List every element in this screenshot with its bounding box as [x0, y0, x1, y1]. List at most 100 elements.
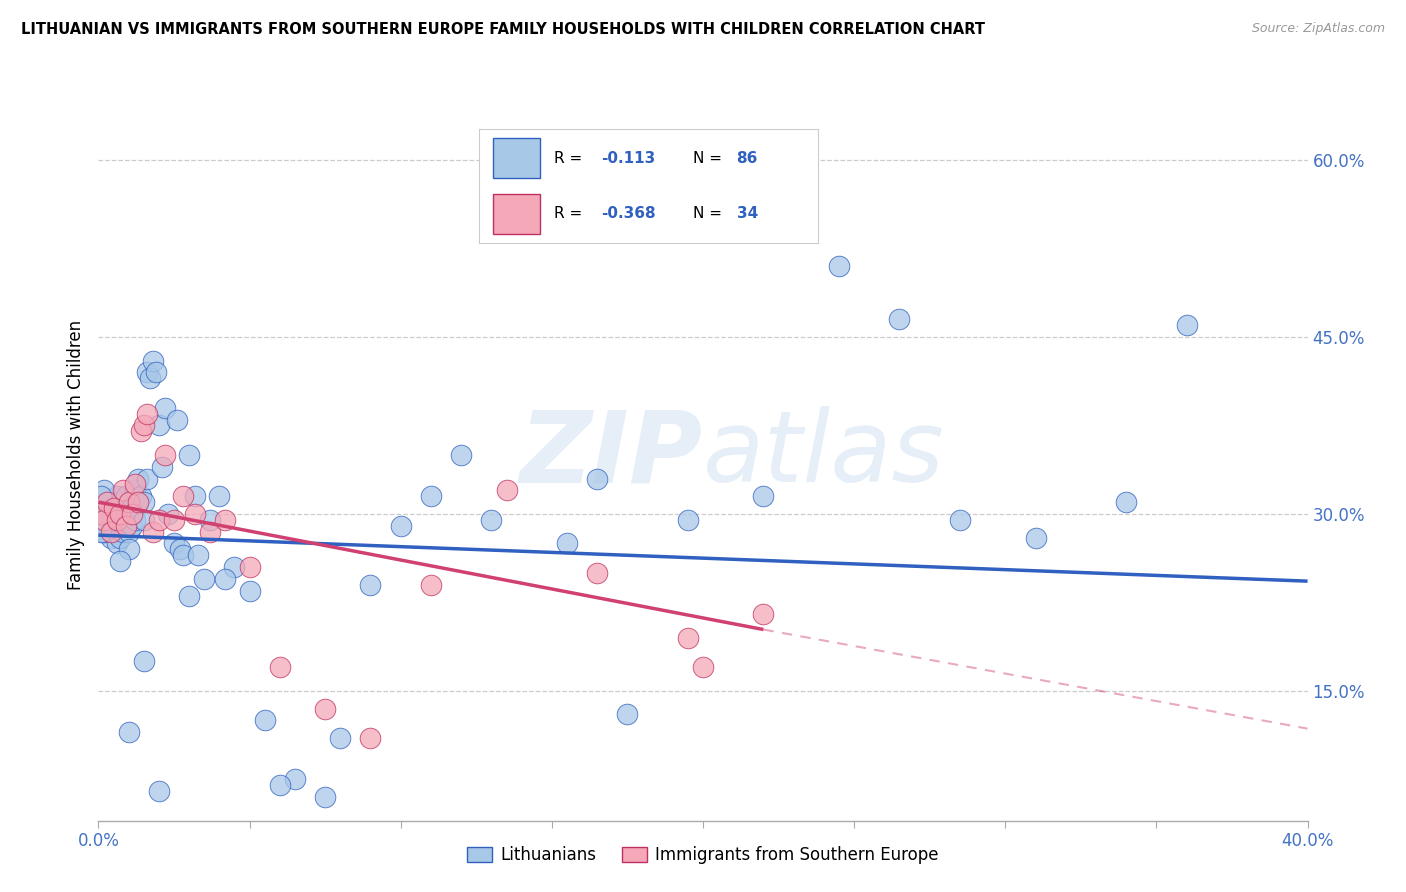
Point: [93, 524, 115, 539]
Point: [96, 518, 118, 533]
Point: [200, 524, 222, 539]
Point: [90, 513, 112, 527]
Point: [96, 495, 118, 509]
Point: [495, 483, 517, 498]
Point: [93, 513, 115, 527]
Point: [108, 513, 131, 527]
Point: [108, 507, 131, 521]
Legend: Lithuanians, Immigrants from Southern Europe: Lithuanians, Immigrants from Southern Eu…: [461, 839, 945, 871]
Point: [555, 536, 578, 550]
Point: [1115, 495, 1137, 509]
Point: [163, 536, 186, 550]
Point: [450, 448, 472, 462]
Point: [163, 513, 186, 527]
Point: [153, 401, 176, 415]
Point: [156, 507, 179, 521]
Point: [214, 513, 236, 527]
Point: [121, 507, 143, 521]
Point: [1175, 318, 1198, 333]
Point: [586, 566, 609, 580]
Point: [100, 524, 122, 539]
Point: [127, 471, 149, 485]
Point: [124, 477, 146, 491]
Point: [616, 707, 638, 722]
Point: [93, 483, 115, 498]
Point: [127, 495, 149, 509]
Point: [132, 654, 155, 668]
Point: [172, 548, 194, 562]
Point: [389, 518, 412, 533]
Point: [200, 513, 222, 527]
Point: [111, 483, 134, 498]
Point: [121, 501, 143, 516]
Point: [90, 489, 112, 503]
Point: [179, 590, 201, 604]
Point: [90, 507, 112, 521]
Y-axis label: Family Households with Children: Family Households with Children: [66, 320, 84, 590]
Point: [269, 778, 291, 792]
Point: [111, 524, 134, 539]
Point: [118, 495, 141, 509]
Point: [103, 501, 125, 516]
Point: [129, 425, 152, 439]
Point: [314, 701, 336, 715]
Point: [108, 495, 131, 509]
Point: [253, 714, 276, 728]
Point: [100, 531, 122, 545]
Text: LITHUANIAN VS IMMIGRANTS FROM SOUTHERN EUROPE FAMILY HOUSEHOLDS WITH CHILDREN CO: LITHUANIAN VS IMMIGRANTS FROM SOUTHERN E…: [21, 22, 986, 37]
Point: [132, 418, 155, 433]
Point: [692, 660, 714, 674]
Point: [129, 489, 152, 503]
Point: [108, 554, 131, 568]
Point: [172, 489, 194, 503]
Point: [676, 631, 699, 645]
Point: [127, 495, 149, 509]
Point: [145, 365, 167, 379]
Point: [481, 513, 503, 527]
Point: [135, 407, 157, 421]
Point: [184, 489, 207, 503]
Point: [105, 513, 128, 527]
Point: [949, 513, 972, 527]
Point: [239, 560, 262, 574]
Point: [103, 501, 125, 516]
Point: [184, 507, 207, 521]
Point: [208, 489, 231, 503]
Point: [169, 542, 191, 557]
Point: [103, 524, 125, 539]
Point: [828, 259, 851, 273]
Point: [118, 542, 141, 557]
Point: [135, 365, 157, 379]
Point: [420, 577, 443, 591]
Point: [114, 489, 136, 503]
Point: [118, 524, 141, 539]
Point: [108, 531, 131, 545]
Point: [124, 513, 146, 527]
Point: [96, 501, 118, 516]
Point: [329, 731, 352, 745]
Point: [214, 572, 236, 586]
Point: [150, 459, 173, 474]
Point: [193, 572, 215, 586]
Text: atlas: atlas: [703, 407, 945, 503]
Point: [153, 448, 176, 462]
Point: [676, 513, 699, 527]
Point: [100, 513, 122, 527]
Point: [889, 312, 911, 326]
Point: [360, 577, 382, 591]
Point: [93, 524, 115, 539]
Point: [752, 489, 775, 503]
Point: [90, 507, 112, 521]
Point: [752, 607, 775, 622]
Point: [111, 507, 134, 521]
Point: [139, 371, 162, 385]
Point: [90, 524, 112, 539]
Point: [103, 513, 125, 527]
Point: [148, 784, 170, 798]
Point: [187, 548, 209, 562]
Point: [239, 583, 262, 598]
Point: [1024, 531, 1046, 545]
Point: [360, 731, 382, 745]
Point: [314, 790, 336, 805]
Point: [105, 489, 128, 503]
